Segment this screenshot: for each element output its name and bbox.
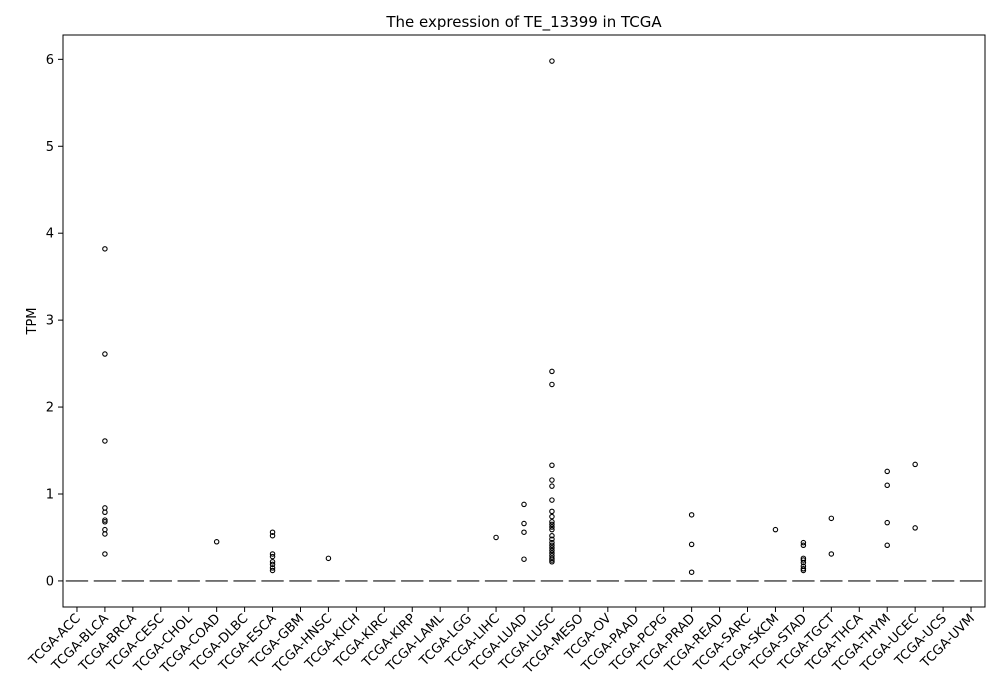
outlier-point <box>549 545 555 551</box>
outlier-point <box>549 555 555 562</box>
outlier-point <box>549 462 555 469</box>
outlier-point <box>800 559 807 566</box>
y-tick-label: 6 <box>46 53 54 68</box>
outlier-point <box>102 438 108 444</box>
y-axis-label: TPM <box>25 308 40 336</box>
outlier-point <box>549 477 555 483</box>
y-tick-label: 2 <box>46 401 54 416</box>
outlier-point <box>884 542 890 549</box>
y-tick-label: 0 <box>46 574 54 589</box>
outlier-point <box>884 519 890 526</box>
outlier-point <box>549 483 555 489</box>
outlier-point <box>772 526 779 533</box>
outlier-point <box>800 567 807 574</box>
outlier-point <box>102 505 108 511</box>
outlier-point <box>884 482 890 489</box>
y-tick-label: 3 <box>46 314 54 329</box>
outlier-point <box>549 519 555 525</box>
outlier-point <box>688 541 695 548</box>
outlier-point <box>549 547 555 554</box>
outlier-point <box>549 381 555 388</box>
outlier-point <box>549 368 555 375</box>
outlier-point <box>549 536 555 542</box>
outlier-point <box>102 551 108 557</box>
y-tick-label: 1 <box>46 487 54 502</box>
outlier-point <box>800 566 807 572</box>
outlier-point <box>549 532 555 539</box>
outlier-point <box>828 551 835 557</box>
y-tick-label: 5 <box>46 140 54 155</box>
outlier-point <box>688 512 695 518</box>
outlier-point <box>102 509 108 515</box>
outlier-point <box>269 529 276 535</box>
outlier-point <box>549 550 555 556</box>
outlier-point <box>549 513 555 520</box>
outlier-point <box>521 529 527 535</box>
outlier-point <box>521 520 527 527</box>
outlier-point <box>102 519 108 525</box>
outlier-point <box>549 508 555 515</box>
outlier-point <box>102 517 108 523</box>
outlier-point <box>269 551 276 557</box>
outlier-point <box>549 542 555 549</box>
outlier-point <box>912 525 918 531</box>
outlier-point <box>800 557 807 563</box>
outlier-point <box>269 532 276 539</box>
outlier-point <box>800 542 807 549</box>
outlier-point <box>549 526 555 533</box>
outlier-point <box>102 526 108 533</box>
outlier-point <box>521 501 527 508</box>
chart-title: The expression of TE_13399 in TCGA <box>385 13 662 32</box>
outlier-point <box>493 534 499 541</box>
outlier-point <box>549 524 555 530</box>
outlier-point <box>828 515 835 522</box>
outlier-point <box>549 539 555 546</box>
outlier-point <box>213 539 220 545</box>
outlier-point <box>549 521 555 528</box>
outlier-point <box>102 531 108 537</box>
outlier-point <box>688 569 695 575</box>
outlier-point <box>549 497 555 503</box>
outlier-point <box>269 565 276 571</box>
outlier-point <box>549 559 555 565</box>
outlier-point <box>549 58 555 64</box>
outlier-point <box>102 351 108 357</box>
outlier-point <box>269 559 276 565</box>
y-tick-label: 4 <box>46 227 54 242</box>
outlier-point <box>521 556 527 562</box>
outlier-point <box>102 246 108 252</box>
outlier-point <box>269 561 276 568</box>
plot-area: 0123456TCGA-ACCTCGA-BLCATCGA-BRCATCGA-CE… <box>26 34 986 677</box>
outlier-point <box>549 557 555 563</box>
outlier-point <box>912 461 918 468</box>
outlier-point <box>800 539 807 546</box>
outlier-point <box>884 468 890 475</box>
outlier-point <box>325 555 332 562</box>
outlier-point <box>269 553 276 560</box>
outlier-point <box>269 567 276 574</box>
